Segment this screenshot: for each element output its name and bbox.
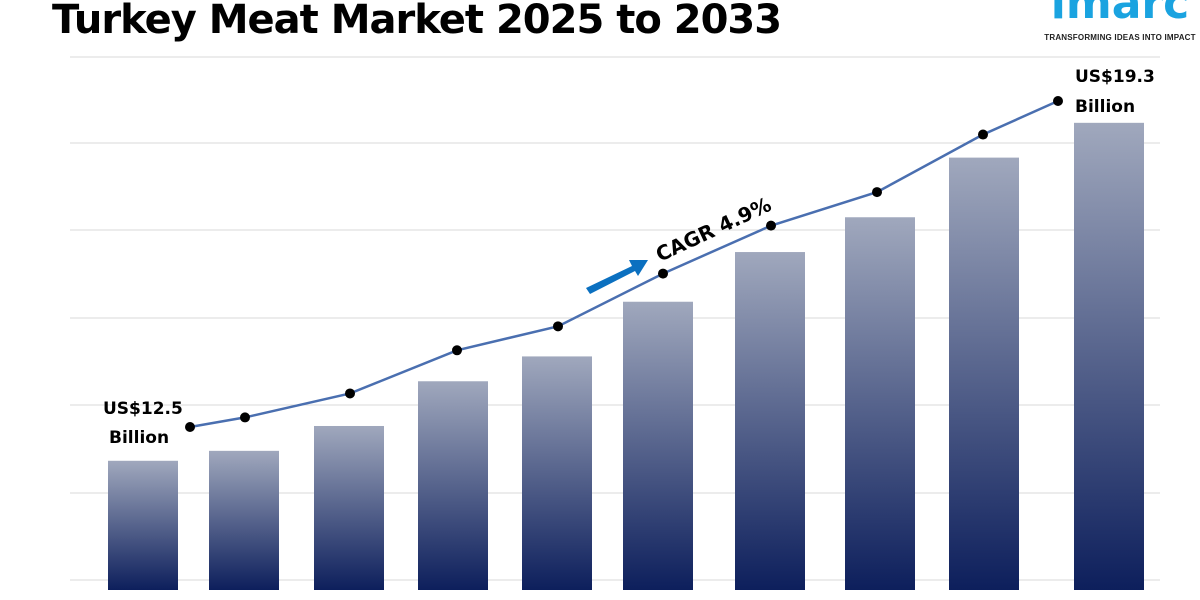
start-unit-label: Billion	[109, 428, 169, 448]
trend-line	[189, 99, 1059, 429]
chart-title: Turkey Meat Market 2025 to 2033	[52, 0, 782, 43]
logo-tagline: TRANSFORMING IDEAS INTO IMPACT	[1044, 33, 1196, 42]
end-value-label: US$19.3	[1075, 67, 1155, 87]
line-point	[872, 187, 882, 198]
end-unit-label: Billion	[1075, 97, 1135, 117]
line-point	[1053, 96, 1063, 106]
line-point	[452, 345, 462, 356]
line-point	[185, 422, 195, 432]
line-point	[553, 321, 563, 332]
bar	[1074, 122, 1144, 590]
start-value-label: US$12.5	[103, 399, 183, 419]
line-point	[766, 220, 776, 231]
bar	[949, 157, 1019, 591]
bar	[845, 217, 915, 590]
bar	[623, 301, 693, 590]
bar	[209, 450, 279, 590]
bar	[418, 381, 488, 590]
line-point	[345, 388, 355, 399]
bar	[522, 356, 592, 590]
imarc-logo: imarc	[1050, 0, 1190, 29]
bar	[735, 252, 805, 591]
line-point	[240, 412, 250, 423]
bar	[108, 460, 178, 590]
line-point	[978, 129, 988, 140]
cagr-arrow	[586, 260, 648, 294]
bar	[314, 425, 384, 590]
line-point	[658, 268, 668, 279]
